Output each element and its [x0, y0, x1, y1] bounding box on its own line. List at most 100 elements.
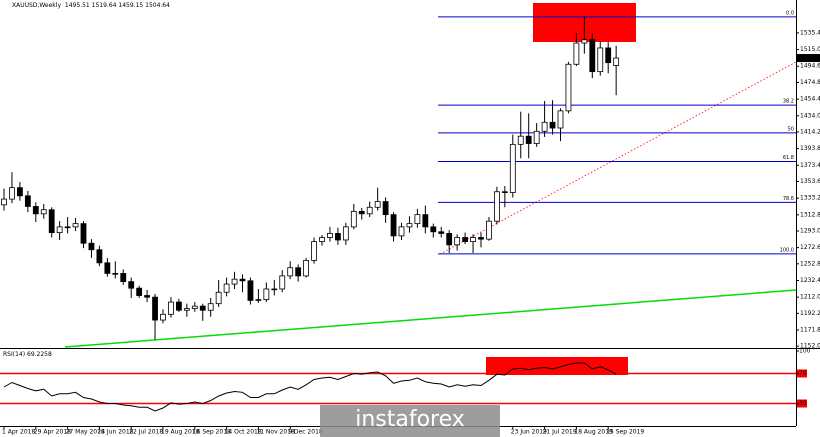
candle-body — [422, 214, 429, 228]
y-tick-label: 1515.00 — [800, 46, 820, 53]
candle-body — [104, 262, 111, 274]
candle-body — [438, 231, 445, 234]
candle-body — [486, 220, 492, 240]
candle-body — [303, 259, 310, 277]
fib-label: 50 — [788, 126, 794, 132]
x-tick-label: 18 Aug 2019 — [574, 429, 613, 436]
y-tick-label: 30 — [799, 400, 807, 407]
candle-body — [573, 42, 580, 65]
watermark: instaforex — [355, 407, 465, 432]
x-tick-label: 21 Jul 2019 — [543, 429, 577, 436]
candle-body — [414, 214, 421, 225]
candle-body — [374, 201, 381, 208]
candle-body — [72, 223, 79, 228]
x-tick-label: 19 Aug 2018 — [161, 429, 200, 436]
candle-body — [319, 237, 325, 242]
x-tick-label: 9 Dec 2018 — [288, 429, 323, 436]
y-tick-label: 1171.80 — [800, 327, 820, 334]
candle-body — [390, 214, 397, 237]
candle-body — [160, 313, 166, 321]
candle-body — [120, 273, 127, 283]
candle-body — [597, 47, 604, 73]
chart-title: XAUUSD,Weekly — [12, 2, 61, 9]
candle-body — [215, 291, 222, 305]
candle-body — [295, 267, 302, 277]
candle-body — [287, 267, 294, 277]
candle-body — [311, 241, 317, 261]
candle-body — [40, 209, 47, 215]
x-tick-label: 27 May 2018 — [66, 429, 105, 436]
y-tick-box — [797, 399, 807, 408]
candle-body — [191, 305, 198, 309]
highlight-box — [486, 357, 628, 375]
header: XAUUSD,Weekly 1495.51 1519.64 1459.15 15… — [12, 2, 170, 9]
y-tick-label: 1152.00 — [800, 343, 820, 350]
y-tick-label: 1252.80 — [800, 260, 820, 267]
ohlc-open: 1495.51 — [65, 2, 90, 9]
candle-body — [128, 281, 135, 289]
plot-layer: 1535.40 1515.00 1494.60 1474.80 1454.40 1434.… — [0, 10, 820, 436]
candle-body — [478, 237, 484, 240]
y-tick-label: 1535.40 — [800, 29, 820, 36]
y-tick-label: 1494.60 — [800, 63, 820, 70]
candle-body — [493, 191, 500, 222]
candle-body — [16, 187, 23, 197]
y-tick-label: 100 — [799, 348, 811, 355]
x-tick-label: 14 Oct 2018 — [225, 429, 262, 436]
candle-body — [605, 47, 612, 64]
candle-body — [56, 226, 63, 234]
x-tick-label: 11 Nov 2018 — [256, 429, 295, 436]
candle-body — [350, 210, 357, 228]
y-tick-label: 70 — [799, 370, 807, 377]
candle-body — [88, 242, 95, 251]
trend-line — [439, 61, 797, 255]
candle-body — [334, 233, 341, 241]
candle-body — [231, 278, 238, 285]
candle-body — [470, 237, 476, 242]
candle-body — [525, 135, 532, 144]
candle-body — [398, 226, 405, 237]
candle-body — [406, 223, 413, 228]
candle-body — [589, 39, 596, 73]
candle-body — [199, 305, 206, 311]
candle-body — [382, 201, 389, 216]
candle-body — [279, 275, 286, 290]
candle-body — [183, 308, 190, 311]
y-tick-label: 1333.20 — [800, 195, 820, 202]
ohlc-close: 1504.64 — [145, 2, 170, 9]
price-tag — [797, 54, 820, 63]
candle-body — [1, 198, 7, 206]
candle-body — [517, 135, 524, 145]
candle-body — [327, 233, 333, 238]
x-tick-label: 23 Jun 2019 — [511, 429, 547, 436]
candle-body — [501, 191, 508, 193]
ohlc-low: 1459.15 — [118, 2, 143, 9]
ohlc-high: 1519.64 — [92, 2, 117, 9]
y-tick-label: 1353.60 — [800, 178, 820, 185]
candle-body — [565, 63, 572, 112]
candle-body — [24, 195, 31, 207]
y-tick-label: 1212.00 — [800, 294, 820, 301]
y-tick-label: 1393.80 — [800, 145, 820, 152]
y-tick-label: 1414.20 — [800, 128, 820, 135]
candle-body — [64, 226, 71, 229]
candle-body — [366, 206, 373, 215]
fib-label: 100.0 — [780, 247, 794, 253]
y-tick-label: 1232.40 — [800, 277, 820, 284]
indicator-title: RSI(14) — [3, 351, 25, 358]
candle-body — [613, 57, 620, 66]
candle-body — [533, 130, 540, 144]
candle-body — [509, 143, 516, 193]
indicator-value: 69.2258 — [27, 351, 52, 358]
candle-body — [581, 39, 588, 44]
candle-body — [96, 249, 103, 264]
price-tag-label: 1504.64 — [799, 55, 820, 62]
watermark-box — [320, 405, 500, 437]
candle-body — [271, 288, 278, 291]
x-tick-label: 16 Sep 2018 — [193, 429, 231, 436]
candle-body — [462, 237, 469, 242]
x-tick-label: 1 Apr 2018 — [2, 429, 35, 436]
candle-body — [541, 121, 548, 132]
